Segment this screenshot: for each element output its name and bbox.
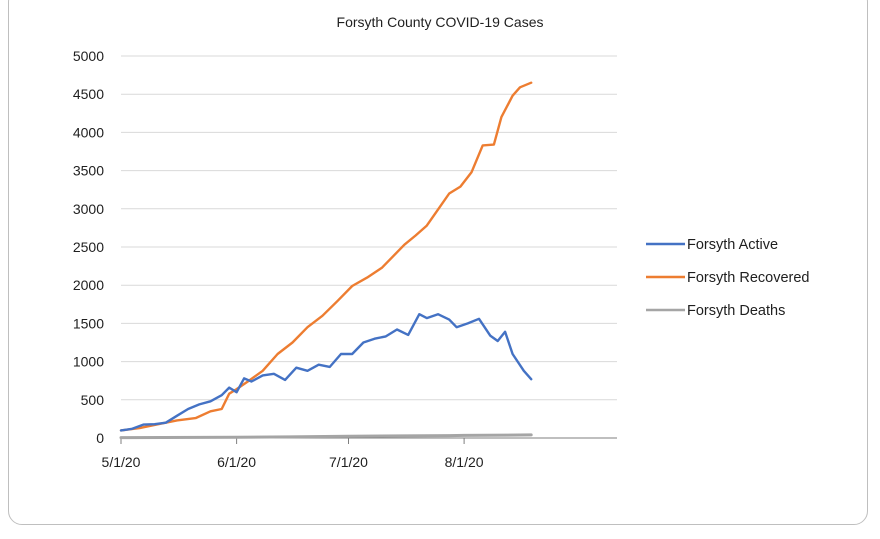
y-axis-tick-labels: 0 500 1000 1500 2000 2500 3000 3500 4000 4500 5000 <box>73 48 104 446</box>
x-tick-label: 8/1/20 <box>445 454 484 470</box>
chart-title: Forsyth County COVID-19 Cases <box>337 14 544 30</box>
y-tick-label: 3000 <box>73 201 104 217</box>
legend-item-forsyth-deaths: Forsyth Deaths <box>646 303 785 319</box>
y-tick-label: 1000 <box>73 354 104 370</box>
y-tick-label: 500 <box>81 392 105 408</box>
y-tick-label: 1500 <box>73 315 104 331</box>
legend-item-forsyth-recovered: Forsyth Recovered <box>646 270 810 286</box>
y-tick-label: 3500 <box>73 163 104 179</box>
series-line-forsyth-active <box>119 313 533 432</box>
x-tick-label: 5/1/20 <box>102 454 141 470</box>
x-tick-label: 6/1/20 <box>217 454 256 470</box>
legend: Forsyth Active Forsyth Recovered Forsyth D… <box>646 237 810 319</box>
y-tick-label: 2000 <box>73 277 104 293</box>
x-axis <box>120 437 617 444</box>
y-tick-label: 0 <box>96 430 104 446</box>
legend-label: Forsyth Recovered <box>687 270 810 286</box>
legend-label: Forsyth Deaths <box>687 303 785 319</box>
y-tick-label: 5000 <box>73 48 104 64</box>
series-line-forsyth-recovered <box>119 81 533 432</box>
y-tick-label: 4500 <box>73 86 104 102</box>
gridlines <box>121 55 617 401</box>
series-line-forsyth-deaths <box>119 433 533 440</box>
y-tick-label: 4000 <box>73 124 104 140</box>
x-axis-tick-labels: 5/1/20 6/1/20 7/1/20 8/1/20 <box>102 454 484 470</box>
legend-item-forsyth-active: Forsyth Active <box>646 237 778 253</box>
legend-label: Forsyth Active <box>687 237 778 253</box>
y-tick-label: 2500 <box>73 239 104 255</box>
data-series <box>119 81 533 440</box>
x-tick-label: 7/1/20 <box>329 454 368 470</box>
